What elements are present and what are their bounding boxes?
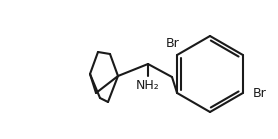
Text: Br: Br (166, 37, 180, 50)
Text: Br: Br (253, 86, 267, 100)
Text: NH₂: NH₂ (136, 79, 160, 92)
